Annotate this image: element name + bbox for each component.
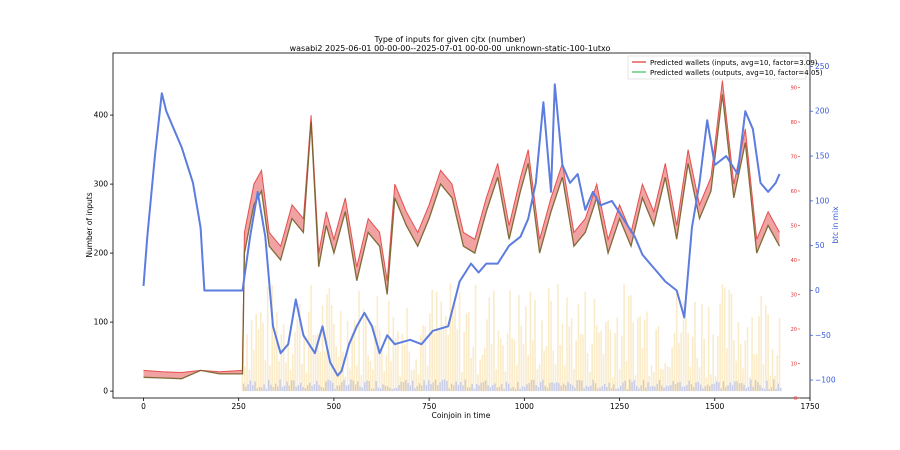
y3-tick-label: 10: [791, 361, 797, 367]
x-tick-label: 1250: [610, 402, 629, 411]
y3-tick-label: 30: [791, 292, 797, 298]
y2-tick-label: 100: [815, 196, 830, 205]
x-axis-label: Coinjoin in time: [432, 411, 491, 420]
y2-tick-label: 200: [815, 107, 830, 116]
legend: Predicted wallets (inputs, avg=10, facto…: [627, 55, 823, 80]
x-tick-label: 500: [327, 402, 342, 411]
y2-axis-label: btc in mix: [831, 206, 840, 244]
y3-tick-label: 80: [791, 120, 797, 126]
y3-tick-label: 70: [791, 154, 797, 160]
y-tick-label: 0: [103, 387, 108, 396]
series-layer: [142, 80, 781, 380]
y-axis-right-btc: −100 −50 0 50 100 150 200 250: [810, 62, 836, 385]
x-tick-label: 1500: [705, 402, 724, 411]
y-axis-right-inner: 0 10 20 30 40 50 60 70 80 90: [791, 85, 800, 402]
y2-tick-label: 0: [815, 286, 820, 295]
chart-subtitle: wasabi2 2025-06-01 00-00-00--2025-07-01 …: [289, 44, 611, 53]
y-tick-label: 100: [94, 318, 109, 327]
chart-title: Type of inputs for given cjtx (number): [374, 35, 526, 44]
y3-tick-label: 0: [794, 396, 797, 402]
x-axis: 0 250 500 750 1000 1250 1500 1750: [141, 398, 820, 411]
x-tick-label: 1750: [800, 402, 819, 411]
legend-label-outputs: Predicted wallets (outputs, avg=10, fact…: [650, 69, 823, 77]
y2-tick-label: −50: [815, 331, 831, 340]
x-tick-label: 1000: [515, 402, 534, 411]
series-outputs-line: [143, 94, 781, 380]
y2-tick-label: −100: [815, 376, 836, 385]
y-tick-label: 400: [94, 111, 109, 120]
y3-tick-label: 40: [791, 258, 797, 264]
x-tick-label: 0: [141, 402, 146, 411]
y2-tick-label: 150: [815, 152, 830, 161]
y2-tick-label: 50: [815, 241, 825, 250]
series-inputs-line: [143, 80, 780, 374]
x-tick-label: 250: [232, 402, 247, 411]
y-tick-label: 300: [94, 180, 109, 189]
x-tick-label: 750: [422, 402, 437, 411]
y3-tick-label: 50: [791, 223, 797, 229]
y3-tick-label: 60: [791, 189, 797, 195]
y3-tick-label: 20: [791, 327, 797, 333]
inputs-outputs-band: [143, 80, 780, 379]
legend-label-inputs: Predicted wallets (inputs, avg=10, facto…: [650, 59, 818, 67]
y-tick-label: 200: [94, 249, 109, 258]
axes-frame: [112, 52, 811, 399]
y2-tick-label: 250: [815, 62, 830, 71]
series-btc-in-mix-line: [142, 83, 781, 377]
y-axis-left: 0 100 200 300 400: [94, 111, 113, 396]
legend-box: [627, 55, 807, 80]
background-bars: [241, 283, 782, 392]
y3-tick-label: 90: [791, 85, 797, 91]
y-axis-label: Number of inputs: [85, 192, 94, 257]
